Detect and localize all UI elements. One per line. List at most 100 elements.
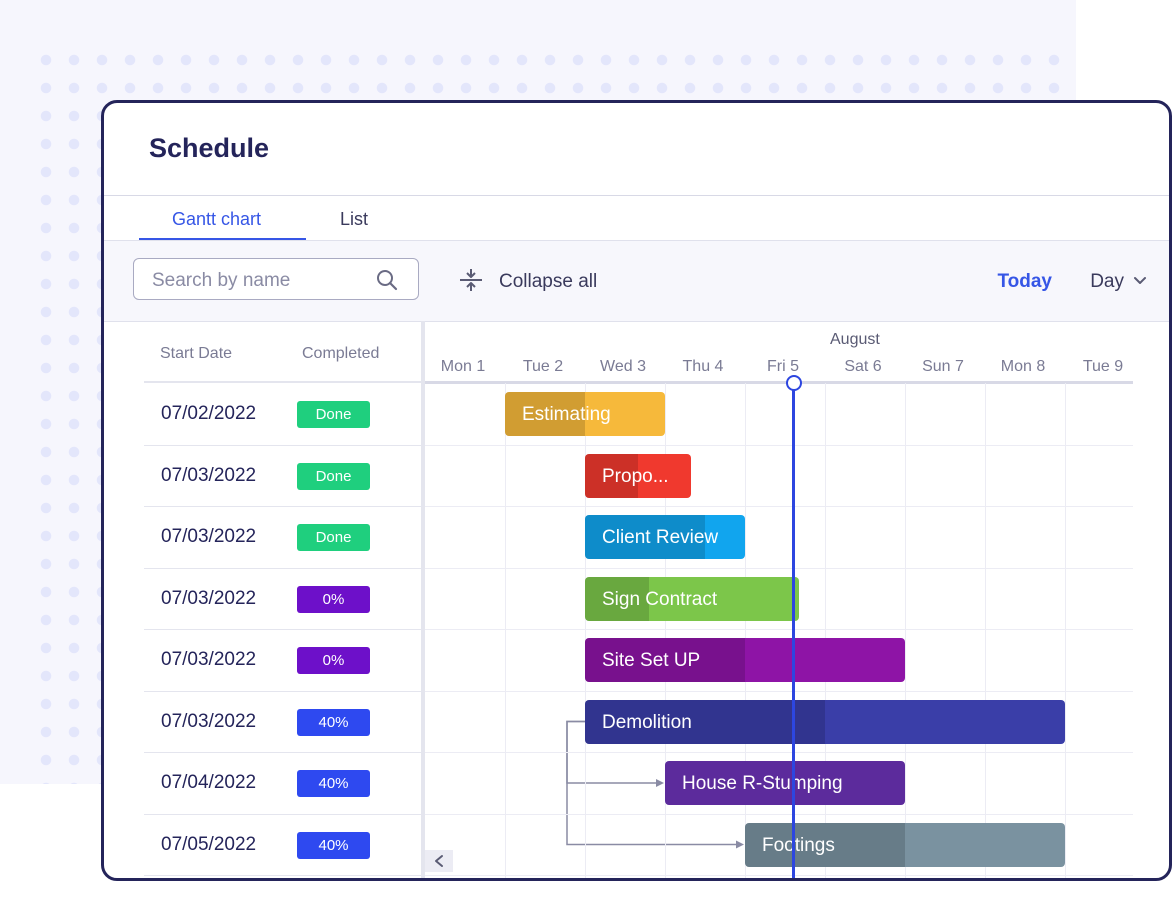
task-bar-label: Site Set UP [602, 650, 701, 671]
task-progress-fill [745, 822, 905, 867]
toolbar: Collapse all Today Day [104, 240, 1169, 322]
task-bar[interactable]: Client Review [585, 515, 745, 559]
status-badge: 40% [297, 831, 370, 859]
day-label: Sat 6 [844, 358, 882, 375]
start-date-cell: 07/03/2022 [161, 710, 257, 732]
chevron-left-icon [435, 855, 443, 867]
task-bar-label: Propo... [602, 465, 669, 487]
dependency-arrow [656, 779, 664, 787]
start-date-cell: 07/03/2022 [161, 649, 257, 670]
task-bar[interactable]: Footings [745, 822, 1065, 867]
task-progress-fill [505, 392, 585, 436]
task-bar[interactable]: Estimating [505, 392, 665, 436]
task-table: Start Date Completed 07/02/2022 Done 07/03… [144, 321, 421, 878]
task-bar-label: Demolition [602, 711, 692, 733]
today-marker-line [792, 383, 795, 878]
tab-list[interactable]: List [340, 209, 369, 229]
start-date-cell: 07/03/2022 [161, 526, 257, 547]
chevron-down-icon[interactable] [1133, 276, 1147, 286]
day-gridline [825, 383, 826, 878]
row-divider [144, 690, 421, 692]
task-bar-label: Estimating [522, 404, 611, 425]
row-divider [425, 875, 1133, 876]
today-button[interactable]: Today [997, 271, 1052, 292]
task-bar[interactable]: Demolition [585, 699, 1065, 744]
dependency-line [566, 720, 737, 846]
search-box [133, 258, 419, 300]
task-progress-fill [585, 576, 650, 621]
collapse-icon[interactable] [458, 267, 484, 293]
tab-gantt-chart[interactable]: Gantt chart [172, 209, 262, 229]
day-gridline [665, 383, 666, 878]
day-gridline [985, 383, 986, 878]
search-icon[interactable] [376, 269, 398, 291]
status-badge: Done [297, 524, 370, 551]
row-divider [425, 629, 1133, 630]
month-label: August [830, 331, 880, 348]
task-bar[interactable]: Site Set UP [585, 638, 905, 682]
column-header-start-date: Start Date [160, 345, 233, 362]
day-gridline [585, 383, 586, 878]
page-title: Schedule [149, 133, 270, 163]
day-gridline [745, 383, 746, 878]
status-badge: 40% [297, 770, 370, 797]
start-date-cell: 07/04/2022 [161, 772, 257, 793]
panel-splitter[interactable] [421, 321, 425, 878]
task-bar-label: Sign Contract [602, 588, 718, 610]
collapse-all-button[interactable]: Collapse all [499, 271, 598, 292]
day-label: Thu 4 [682, 358, 724, 375]
timeline-axis [425, 381, 1133, 384]
today-marker-handle[interactable] [786, 375, 802, 391]
status-badge: 0% [297, 585, 370, 613]
row-divider [425, 690, 1133, 692]
active-tab-indicator [139, 238, 306, 240]
task-progress-fill [585, 453, 639, 498]
day-label: Sun 7 [922, 358, 964, 375]
schedule-card: Schedule Gantt chart List Collapse all T… [101, 100, 1172, 881]
table-header-divider [144, 381, 421, 383]
row-divider [144, 567, 421, 569]
gantt-timeline: August Mon 1 Tue 2 Wed 3 Thu 4 Fri 5 Sat 6 Sun… [425, 321, 1169, 878]
day-gridline [905, 383, 906, 878]
column-header-completed: Completed [302, 345, 380, 362]
day-label: Wed 3 [600, 358, 646, 375]
day-gridline [1065, 383, 1066, 878]
task-bar-label: Footings [762, 834, 835, 856]
search-input[interactable] [150, 269, 374, 293]
dependency-arrow [736, 840, 744, 849]
start-date-cell: 07/03/2022 [161, 587, 257, 609]
row-divider [425, 444, 1133, 446]
status-badge: Done [297, 401, 370, 428]
row-divider [144, 629, 421, 630]
task-bar[interactable]: Sign Contract [585, 576, 799, 621]
row-divider [144, 875, 421, 876]
task-progress-fill [585, 699, 825, 744]
status-badge: Done [297, 462, 370, 490]
day-label: Mon 1 [440, 358, 486, 375]
task-bar-label: House R-Stumping [682, 773, 843, 794]
task-bar-label: Client Review [602, 527, 719, 548]
title-divider [104, 195, 1169, 196]
row-divider [144, 506, 421, 507]
status-badge: 0% [297, 647, 370, 674]
view-select[interactable]: Day [1090, 271, 1124, 292]
row-divider [425, 813, 1133, 815]
task-bar[interactable]: Propo... [585, 453, 692, 498]
start-date-cell: 07/05/2022 [161, 833, 257, 855]
row-divider [425, 506, 1133, 507]
row-divider [425, 567, 1133, 569]
gantt-grid: Start Date Completed 07/02/2022 Done 07/03… [104, 321, 1169, 878]
day-label: Tue 9 [1082, 358, 1124, 375]
task-progress-fill [585, 638, 745, 682]
row-divider [144, 444, 421, 446]
day-gridline [505, 383, 506, 878]
scroll-left-button[interactable] [425, 850, 453, 872]
start-date-cell: 07/02/2022 [161, 403, 257, 424]
row-divider [425, 752, 1133, 753]
row-divider [144, 813, 421, 815]
row-divider [144, 752, 421, 753]
status-badge: 40% [297, 708, 370, 736]
start-date-cell: 07/03/2022 [161, 464, 257, 486]
day-label: Mon 8 [1000, 358, 1046, 375]
task-bar[interactable]: House R-Stumping [665, 761, 905, 805]
